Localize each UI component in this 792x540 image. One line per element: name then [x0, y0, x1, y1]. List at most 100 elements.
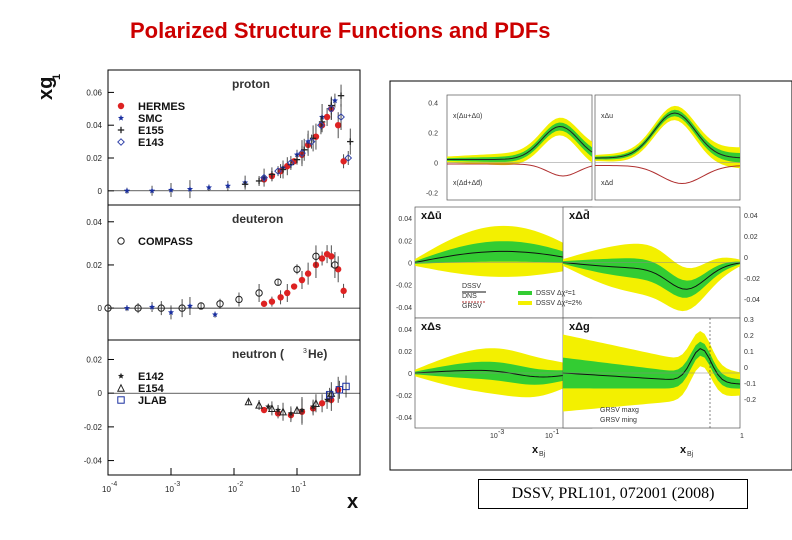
left-ytick-label: 0.02 [86, 355, 102, 364]
data-point [293, 151, 301, 158]
data-point [324, 396, 331, 403]
right-xlabel-sub: Bj [687, 451, 694, 458]
data-point [268, 298, 276, 305]
central-curve [562, 262, 741, 290]
right-ytick-label: 0 [744, 255, 748, 262]
left-ytick-label: 0.06 [86, 88, 102, 97]
right-xtick-exp: -3 [498, 429, 504, 436]
right-xtick-label: 10 [490, 433, 498, 440]
data-point [186, 302, 194, 309]
bottom-ytick-label: 0.02 [398, 349, 412, 356]
left-panel-name: neutron ( [232, 347, 284, 361]
data-point [104, 304, 112, 312]
left-panel-name: deuteron [232, 212, 283, 226]
legend-marker [117, 126, 125, 134]
data-point [331, 97, 338, 104]
pdf-legend-label: GRSV [462, 303, 482, 310]
data-point [178, 304, 186, 312]
top-panel-label-lower: xΔd [601, 180, 613, 187]
data-point [265, 403, 272, 410]
data-point [279, 166, 287, 173]
data-point [211, 311, 219, 318]
left-panel-name: proton [232, 77, 270, 91]
data-point [292, 405, 302, 414]
data-point [334, 122, 342, 129]
right-ytick-label: -0.2 [744, 397, 756, 404]
uncertainty-band-green [563, 258, 740, 298]
left-xtick-exp: -4 [111, 481, 117, 488]
data-point [134, 304, 142, 312]
pdf-panel-label: xΔg [569, 321, 590, 333]
left-legend-label: E142 [138, 371, 164, 383]
data-point [307, 137, 316, 146]
data-point [337, 113, 345, 121]
data-point [311, 398, 320, 407]
top-panel-label: xΔu [601, 113, 613, 120]
data-point [318, 400, 326, 407]
data-point [334, 266, 342, 273]
curve-up [447, 126, 593, 160]
central-curve [414, 369, 593, 378]
pdf-legend-label: DSSV Δχ²=1 [536, 290, 576, 297]
reference-citation: DSSV, PRL101, 072001 (2008) [478, 479, 748, 509]
pdf-legend-label: DSSV [462, 283, 481, 290]
data-point [255, 289, 263, 297]
left-xlabel: x [347, 491, 358, 513]
pdf-panel-label: xΔd̄ [569, 210, 590, 222]
data-point [274, 406, 282, 413]
right-ytick-label: -0.1 [744, 381, 756, 388]
left-ytick-label: -0.04 [84, 457, 103, 466]
data-point [255, 400, 264, 409]
data-point [216, 300, 224, 308]
data-point [274, 167, 282, 176]
pdf-legend-label: DNS [462, 293, 477, 300]
right-xtick-exp: -1 [553, 429, 559, 436]
left-xtick-label: 10 [165, 485, 174, 494]
data-point [148, 187, 156, 194]
left-legend-label: JLAB [138, 395, 167, 407]
pdf-legend-label: GRSV ming [600, 417, 637, 424]
left-xtick-label: 10 [291, 485, 300, 494]
left-xtick-label: 10 [102, 485, 111, 494]
right-ytick-label: 0.3 [744, 317, 754, 324]
data-point [325, 391, 334, 399]
data-point [286, 159, 295, 167]
legend-swatch [518, 291, 532, 295]
data-point [344, 154, 353, 162]
data-point [340, 287, 347, 295]
bottom-ytick-label: 0 [408, 371, 412, 378]
uncertainty-band-green [595, 109, 740, 163]
left-legend-label: E154 [138, 383, 165, 395]
left-legend-label: E155 [138, 125, 164, 137]
central-curve [414, 250, 593, 263]
data-point [304, 270, 312, 277]
left-xtick-exp: -2 [237, 481, 243, 488]
data-point [260, 173, 268, 182]
data-point [255, 177, 263, 185]
pdf-legend-label: DSSV Δχ²=2% [536, 300, 582, 307]
data-point [287, 410, 294, 416]
right-xlabel-sub: Bj [539, 451, 546, 458]
right-ytick-label: 0 [744, 365, 748, 372]
data-point [298, 406, 306, 413]
right-ytick-label: 0.1 [744, 349, 754, 356]
mid-ytick-label: 0.02 [398, 238, 412, 245]
legend-marker [117, 237, 125, 245]
data-point [318, 118, 326, 126]
data-point [235, 295, 243, 304]
data-point [337, 92, 345, 99]
left-xtick-label: 10 [228, 485, 237, 494]
top-panel-frame [446, 94, 593, 201]
data-point [331, 261, 339, 269]
data-point [186, 185, 194, 192]
left-ytick-label: 0.02 [86, 261, 102, 270]
bottom-ytick-label: -0.04 [396, 415, 412, 422]
data-point [167, 309, 175, 316]
legend-swatch [518, 301, 532, 305]
legend-marker [116, 383, 126, 392]
data-point [148, 303, 156, 310]
data-point [268, 171, 276, 178]
uncertainty-band-green [415, 241, 592, 264]
data-point [323, 113, 331, 121]
data-point [328, 253, 335, 260]
